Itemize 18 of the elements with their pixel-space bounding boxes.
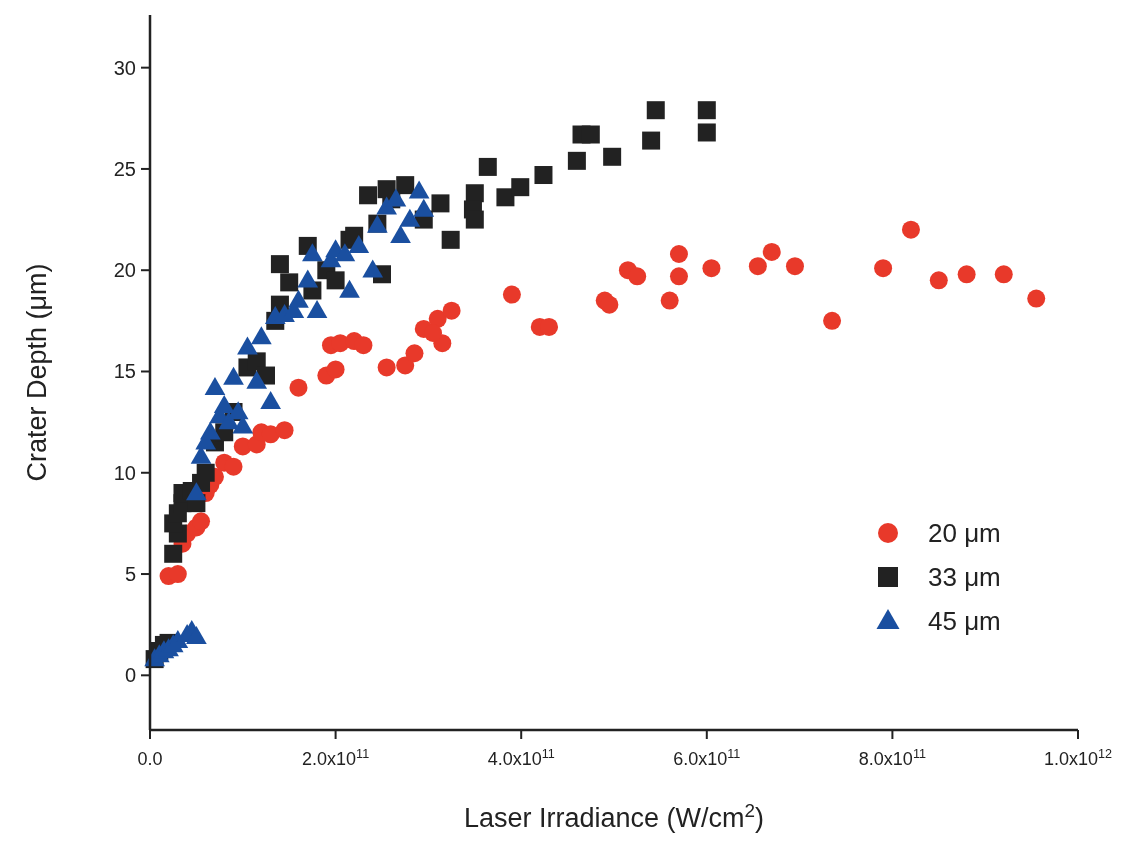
y-tick-label: 20	[113, 259, 136, 282]
x-tick-label: 1.0x10$^{12}$	[1043, 747, 1113, 769]
x-tick-label: 2.0x10$^{11}$	[302, 747, 370, 769]
y-axis-title: Crater Depth (μm)	[22, 263, 52, 482]
x-tick-label: 4.0x10$^{11}$	[487, 747, 555, 769]
x-axis-title: Laser Irradiance (W/cm$^{2}$)	[463, 799, 765, 833]
y-tick-label: 5	[124, 563, 136, 586]
legend-label: 33 μm	[928, 562, 1001, 592]
y-tick-label: 25	[113, 157, 136, 180]
y-tick-label: 0	[124, 664, 136, 687]
y-tick-label: 10	[113, 461, 136, 484]
legend-label: 45 μm	[928, 606, 1001, 636]
x-tick-label: 6.0x10$^{11}$	[673, 747, 741, 769]
y-tick-label: 30	[113, 56, 136, 79]
y-tick-label: 15	[113, 360, 136, 383]
x-tick-label: 0.0	[137, 749, 163, 769]
legend-label: 20 μm	[928, 518, 1001, 548]
x-tick-label: 8.0x10$^{11}$	[858, 747, 926, 769]
